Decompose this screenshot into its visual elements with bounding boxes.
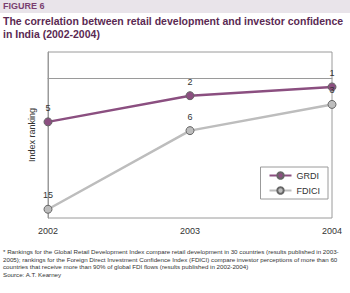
html-text:FIGURE 6: FIGURE 6 <box>3 1 45 11</box>
html-text:* Rankings for the Global Reta: * Rankings for the Global Retail Develop… <box>3 248 339 271</box>
svg-text:2003: 2003 <box>180 226 200 236</box>
svg-text:GRDI: GRDI <box>297 171 320 181</box>
svg-text:6: 6 <box>187 112 192 122</box>
svg-text:2002: 2002 <box>38 226 58 236</box>
html-text:The correlation between retail: The correlation between retail developme… <box>3 15 344 40</box>
html-text:Source: A.T. Kearney: Source: A.T. Kearney <box>3 270 62 278</box>
svg-text:2004: 2004 <box>322 226 342 236</box>
svg-text:FDICI: FDICI <box>297 186 321 196</box>
svg-text:Index ranking: Index ranking <box>27 108 37 162</box>
svg-text:15: 15 <box>43 190 53 200</box>
svg-text:5: 5 <box>45 103 50 113</box>
svg-text:2: 2 <box>187 77 192 87</box>
svg-text:3: 3 <box>329 85 334 95</box>
svg-text:1: 1 <box>329 68 334 78</box>
